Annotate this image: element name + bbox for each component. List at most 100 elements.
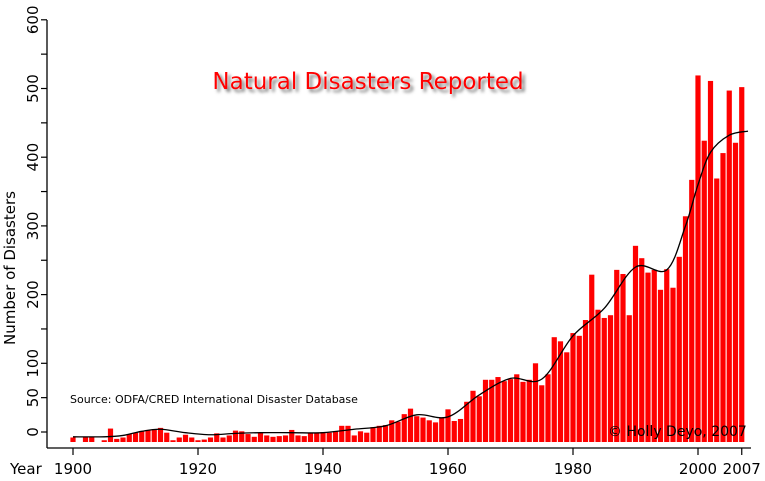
- bar-1953: [401, 414, 407, 442]
- bar-1938: [307, 433, 314, 442]
- bar-1917: [176, 437, 182, 442]
- x-tick-label: 1980: [554, 460, 592, 478]
- bar-1926: [232, 430, 239, 442]
- bar-1956: [420, 417, 426, 442]
- y-tick-label: 0: [24, 427, 42, 437]
- bar-1934: [282, 435, 289, 442]
- bar-1910: [132, 432, 139, 442]
- bar-1995: [664, 269, 670, 442]
- bar-1935: [289, 429, 295, 442]
- y-ticks: 0 50 100 200 300 400 500 600: [24, 5, 47, 437]
- bar-1963: [464, 401, 470, 442]
- chart-title: Natural Disasters Reported: [212, 69, 523, 95]
- bar-1978: [557, 341, 564, 442]
- bar-1909: [126, 434, 132, 442]
- bar-1905: [101, 440, 107, 442]
- bar-1979: [564, 352, 570, 442]
- bar-1962: [457, 418, 464, 442]
- bar-1998: [682, 216, 689, 442]
- bar-1975: [539, 385, 545, 442]
- bar-1987: [614, 269, 620, 442]
- bar-2007: [739, 87, 745, 442]
- bar-1906: [107, 428, 114, 442]
- bar-1968: [495, 377, 501, 442]
- bar-1993: [651, 269, 657, 442]
- bar-1967: [489, 379, 495, 442]
- y-tick-label: 50: [24, 388, 42, 407]
- bar-1948: [370, 427, 376, 442]
- bar-1902: [82, 436, 89, 442]
- x-tick-label: 1920: [179, 460, 217, 478]
- x-tick-label: 2000: [679, 460, 717, 478]
- bar-1982: [582, 320, 589, 442]
- bar-1941: [326, 432, 332, 442]
- bar-1997: [676, 256, 682, 442]
- bar-2000: [695, 75, 701, 443]
- bar-1952: [395, 421, 401, 442]
- bar-1970: [507, 379, 514, 442]
- y-tick-label: 300: [24, 212, 42, 241]
- bar-1980: [570, 333, 576, 442]
- trend-line: [72, 130, 749, 438]
- bar-1974: [532, 363, 539, 442]
- bar-1969: [501, 381, 507, 442]
- bar-1959: [439, 417, 445, 442]
- bar-1947: [364, 432, 370, 442]
- bar-1994: [657, 289, 664, 442]
- bar-1976: [545, 374, 551, 442]
- x-tick-label: 2007: [723, 460, 761, 478]
- bar-1940: [320, 432, 326, 442]
- bar-1971: [514, 374, 520, 442]
- y-tick-label: 400: [24, 143, 42, 172]
- bar-1951: [389, 420, 395, 442]
- bar-1933: [276, 436, 282, 442]
- bar-1983: [589, 274, 595, 442]
- bar-1950: [382, 425, 389, 442]
- bar-1921: [201, 439, 207, 442]
- bar-1919: [189, 437, 195, 442]
- bar-1945: [351, 435, 357, 442]
- bar-1916: [170, 440, 176, 442]
- bar-1915: [164, 432, 170, 442]
- bar-2001: [701, 140, 707, 442]
- bar-1918: [182, 434, 189, 442]
- x-axis-title: Year: [9, 460, 43, 478]
- bar-1988: [620, 273, 626, 442]
- bar-1977: [551, 337, 557, 442]
- bar-1927: [239, 431, 245, 442]
- y-tick-label: 100: [24, 349, 42, 378]
- bar-1920: [195, 440, 201, 442]
- bar-1907: [114, 438, 120, 442]
- bar-1944: [345, 425, 351, 442]
- bar-1973: [526, 379, 532, 442]
- bar-1999: [689, 179, 695, 442]
- bar-2006: [732, 142, 739, 442]
- bar-1965: [476, 396, 482, 442]
- bar-2004: [720, 153, 726, 442]
- bar-1990: [632, 245, 639, 442]
- bar-1984: [595, 309, 601, 442]
- bar-1932: [270, 436, 276, 442]
- bar-1911: [139, 431, 145, 442]
- bar-1985: [601, 317, 607, 442]
- bar-1954: [407, 408, 414, 442]
- bar-1960: [445, 409, 451, 442]
- bar-1937: [301, 436, 307, 442]
- bar-1966: [482, 379, 489, 442]
- x-tick-label: 1940: [304, 460, 342, 478]
- bar-1931: [264, 435, 270, 442]
- y-tick-label: 600: [24, 5, 42, 34]
- bar-1992: [645, 272, 651, 442]
- bar-1900: [70, 437, 76, 442]
- bar-1986: [607, 315, 614, 442]
- bar-1922: [207, 437, 214, 442]
- bar-1908: [120, 437, 126, 442]
- bar-2003: [714, 178, 720, 442]
- bar-1925: [226, 435, 232, 442]
- bar-1939: [314, 433, 320, 442]
- bar-1936: [295, 435, 301, 442]
- bar-1996: [670, 287, 676, 442]
- y-tick-label: 200: [24, 280, 42, 309]
- bar-1961: [451, 421, 457, 442]
